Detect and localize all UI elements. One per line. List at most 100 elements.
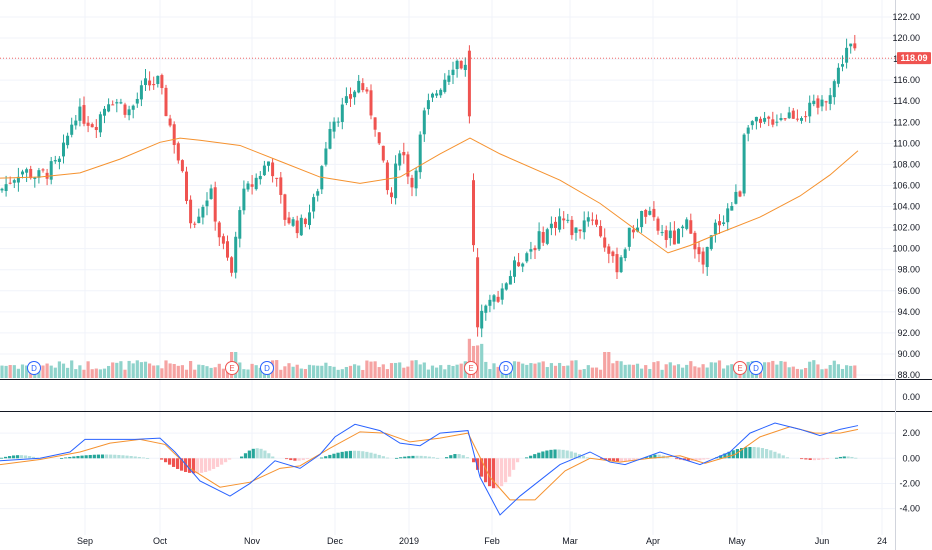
macd-histogram-bar bbox=[411, 455, 415, 459]
macd-histogram-bar bbox=[549, 449, 553, 459]
volume-bar bbox=[78, 365, 82, 378]
time-tick-label: May bbox=[728, 536, 746, 546]
candle-body bbox=[718, 221, 721, 226]
price-tick-label: 122.00 bbox=[892, 12, 920, 22]
candle-body bbox=[295, 220, 299, 234]
volume-bar bbox=[439, 365, 443, 378]
volume-bar bbox=[156, 365, 160, 378]
candle-body bbox=[549, 223, 553, 229]
time-axis[interactable]: Sep Oct Nov Dec 2019 Feb Mar Apr May Jun 24 bbox=[77, 536, 887, 546]
volume-bar bbox=[693, 366, 697, 378]
volume-bar bbox=[623, 364, 627, 378]
volume-bar bbox=[238, 362, 242, 378]
time-tick-label: Jun bbox=[815, 536, 830, 546]
macd-histogram-bar bbox=[64, 457, 68, 459]
candle-body bbox=[205, 200, 209, 207]
candle-body bbox=[771, 119, 775, 125]
dividend-badge[interactable] bbox=[499, 361, 513, 375]
candle-body bbox=[504, 283, 508, 290]
candle-body bbox=[812, 100, 816, 105]
candle-body bbox=[148, 80, 152, 86]
volume-bar bbox=[291, 366, 295, 378]
macd-histogram-bar bbox=[180, 458, 184, 471]
candle-body bbox=[361, 83, 365, 91]
volume-bar bbox=[328, 366, 332, 378]
macd-histogram-bar bbox=[445, 457, 449, 459]
candle-body bbox=[135, 98, 139, 104]
macd-histogram-bar bbox=[723, 453, 727, 459]
macd-histogram-bar bbox=[842, 456, 846, 459]
candle-body bbox=[193, 223, 197, 225]
candle-body bbox=[275, 177, 279, 179]
candle-body bbox=[853, 43, 857, 49]
badge-label: E bbox=[229, 364, 234, 373]
macd-axis[interactable]: 2.00 0.00 -2.00 -4.00 bbox=[899, 428, 920, 514]
macd-histogram-bar bbox=[324, 456, 328, 459]
price-tick-label: 106.00 bbox=[892, 180, 920, 190]
price-tick-label: 96.00 bbox=[897, 286, 920, 296]
candle-body bbox=[336, 121, 340, 123]
volume-bar bbox=[107, 365, 111, 378]
candle-body bbox=[644, 209, 648, 217]
volume-bar bbox=[488, 369, 492, 378]
macd-histogram-bar bbox=[608, 458, 612, 461]
dividend-badge[interactable] bbox=[260, 361, 274, 375]
volume-bar bbox=[484, 361, 488, 378]
macd-histogram-bar bbox=[84, 455, 88, 459]
candle-body bbox=[390, 192, 393, 198]
candle-body bbox=[800, 118, 803, 121]
dividend-badge[interactable] bbox=[27, 361, 41, 375]
macd-histogram-bar bbox=[76, 456, 80, 459]
volume-bar bbox=[779, 361, 783, 378]
volume-bar bbox=[627, 364, 631, 378]
macd-histogram-bar bbox=[208, 458, 212, 471]
volume-bar bbox=[340, 369, 344, 378]
macd-histogram-bar bbox=[423, 456, 427, 459]
candle-body bbox=[574, 227, 578, 233]
candle-body bbox=[262, 165, 266, 176]
macd-histogram-bar bbox=[172, 458, 176, 467]
price-axis[interactable]: 122.00120.00118.00116.00114.00112.00110.… bbox=[892, 12, 920, 380]
macd-histogram-bar bbox=[80, 455, 84, 459]
macd-histogram-bar bbox=[702, 458, 706, 460]
macd-histogram-bar bbox=[259, 448, 263, 459]
volume-bar bbox=[8, 365, 12, 378]
candle-body bbox=[398, 153, 402, 166]
volume-bar bbox=[824, 368, 828, 378]
macd-histogram-bar bbox=[125, 455, 129, 459]
candle-body bbox=[221, 236, 225, 244]
earnings-badge[interactable] bbox=[733, 361, 747, 375]
candle-body bbox=[185, 171, 188, 201]
macd-histogram-bar bbox=[675, 458, 679, 460]
volume-bar bbox=[812, 360, 816, 378]
macd-histogram-bar bbox=[267, 453, 271, 459]
volume-bar bbox=[648, 368, 652, 378]
macd-histogram-bar bbox=[846, 456, 850, 459]
price-tick-label: 90.00 bbox=[897, 349, 920, 359]
volume-bar bbox=[361, 369, 365, 378]
macd-histogram-bar bbox=[488, 458, 492, 487]
candle-body bbox=[357, 80, 361, 93]
volume-bar bbox=[820, 369, 824, 378]
volume-bar bbox=[332, 366, 336, 378]
dividend-badge[interactable] bbox=[749, 361, 763, 375]
candle-body bbox=[582, 220, 586, 233]
macd-histogram-bar bbox=[105, 454, 109, 459]
volume-bar bbox=[41, 365, 45, 378]
volume-bar bbox=[25, 365, 29, 378]
candle-body bbox=[664, 230, 668, 240]
macd-tick-label: -4.00 bbox=[899, 504, 920, 514]
volume-bar bbox=[574, 360, 578, 378]
candle-body bbox=[586, 217, 590, 222]
candle-body bbox=[70, 124, 74, 135]
macd-histogram bbox=[0, 446, 858, 489]
earnings-badge[interactable] bbox=[464, 361, 478, 375]
volume-bar bbox=[275, 360, 279, 378]
volume-bar bbox=[344, 366, 348, 378]
candle-body bbox=[443, 79, 447, 92]
candle-body bbox=[779, 118, 783, 120]
macd-tick-label: 2.00 bbox=[902, 428, 920, 438]
earnings-badge[interactable] bbox=[225, 361, 239, 375]
macd-histogram-bar bbox=[653, 454, 657, 459]
